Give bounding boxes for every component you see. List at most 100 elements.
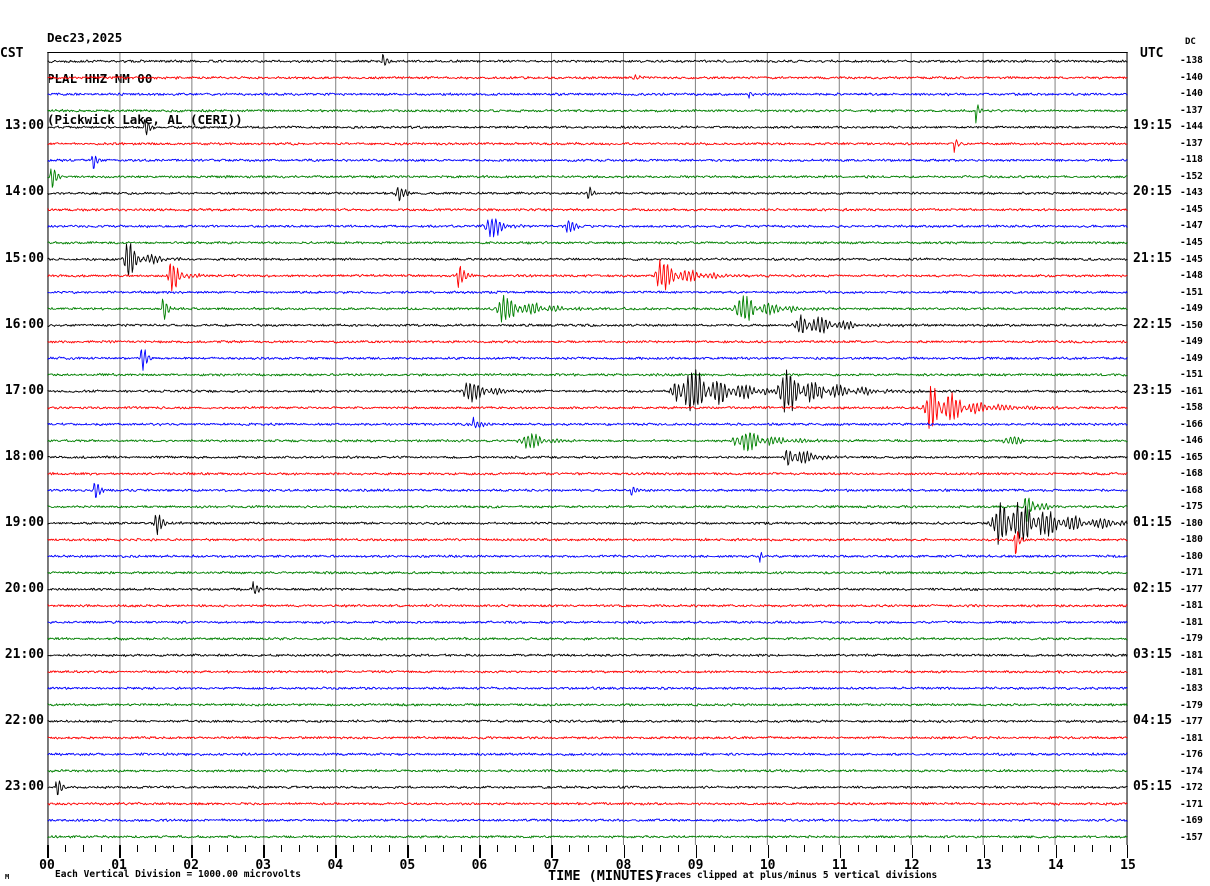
x-tick-major <box>911 845 914 858</box>
x-tick-major <box>1055 845 1058 858</box>
dc-offset-value: -149 <box>1180 352 1203 364</box>
dc-offset-value: -174 <box>1180 765 1203 777</box>
dc-offset-value: -140 <box>1180 88 1203 100</box>
dc-offset-value: -151 <box>1180 286 1203 298</box>
footnote-scale: Each Vertical Division = 1000.00 microvo… <box>55 869 301 880</box>
utc-time-label: 20:15 <box>1133 184 1173 200</box>
x-tick-minor <box>659 845 661 852</box>
cst-time-label: 21:00 <box>4 647 44 662</box>
x-tick-minor <box>1001 845 1003 852</box>
x-tick-major <box>479 845 481 858</box>
x-tick-minor <box>299 845 301 852</box>
x-tick-minor <box>641 845 643 852</box>
x-tick-major <box>47 845 49 858</box>
x-tick-label: 05 <box>399 858 416 873</box>
dc-offset-value: -158 <box>1180 402 1203 414</box>
header-date: Dec23,2025 <box>47 30 123 46</box>
x-tick-major <box>839 845 842 858</box>
dc-offset-value: -137 <box>1180 104 1203 116</box>
x-tick-label: 11 <box>831 858 848 873</box>
x-tick-minor <box>209 845 211 852</box>
x-tick-minor <box>83 845 85 852</box>
x-tick-minor <box>65 845 67 852</box>
dc-offset-value: -172 <box>1180 782 1203 794</box>
cst-time-label: 16:00 <box>4 316 44 332</box>
dc-offset-value: -143 <box>1180 187 1203 199</box>
cst-time-label: 20:00 <box>4 580 44 596</box>
x-tick-minor <box>965 845 967 852</box>
x-tick-minor <box>533 845 535 852</box>
footnote-clipping: Traces clipped at plus/minus 5 vertical … <box>657 870 938 881</box>
dc-offset-value: -180 <box>1180 517 1203 529</box>
header-station: PLAL HHZ NM 00 <box>47 70 153 86</box>
x-tick-minor <box>1091 845 1093 852</box>
x-tick-minor <box>929 845 931 852</box>
utc-time-label: 02:15 <box>1133 580 1173 596</box>
utc-axis-caption: UTC <box>1140 46 1164 61</box>
cst-time-label: 19:00 <box>4 514 44 530</box>
x-tick-label: 14 <box>1048 858 1064 873</box>
x-tick-major <box>623 845 626 858</box>
x-axis-ticks <box>47 845 1128 859</box>
dc-offset-value: -147 <box>1180 220 1203 232</box>
dc-offset-value: -152 <box>1180 170 1203 182</box>
seismic-traces <box>47 53 1128 839</box>
cst-time-label: 23:00 <box>4 779 44 795</box>
cst-time-label: 13:00 <box>4 118 44 134</box>
utc-time-label: 22:15 <box>1133 316 1173 332</box>
dc-offset-value: -157 <box>1180 831 1203 843</box>
x-tick-minor <box>857 845 859 852</box>
dc-offset-value: -161 <box>1180 385 1203 397</box>
dc-offset-value: -138 <box>1180 55 1203 67</box>
x-tick-minor <box>1073 845 1075 852</box>
x-tick-label: 13 <box>976 858 992 873</box>
dc-offset-value: -181 <box>1180 732 1203 744</box>
x-tick-minor <box>875 845 877 852</box>
x-tick-label: 07 <box>543 858 560 873</box>
dc-offset-value: -179 <box>1180 633 1203 645</box>
x-tick-label: 10 <box>759 858 776 873</box>
x-tick-label: 06 <box>471 858 488 873</box>
dc-offset-value: -149 <box>1180 303 1203 315</box>
utc-time-label: 19:15 <box>1133 118 1173 134</box>
x-axis-title: TIME (MINUTES) <box>548 868 662 884</box>
utc-time-label: 00:15 <box>1133 448 1173 464</box>
x-tick-major <box>335 845 337 858</box>
dc-offset-value: -181 <box>1180 666 1203 678</box>
corner-glyph: M <box>5 873 10 881</box>
x-tick-minor <box>1109 845 1111 852</box>
dc-offset-value: -171 <box>1180 567 1203 579</box>
dc-offset-value: -168 <box>1180 468 1203 480</box>
x-tick-minor <box>947 845 949 852</box>
x-tick-major <box>407 845 409 858</box>
x-tick-label: 09 <box>687 858 704 873</box>
x-tick-minor <box>1037 845 1039 852</box>
x-tick-major <box>695 845 698 858</box>
utc-time-label: 03:15 <box>1133 647 1173 662</box>
x-tick-minor <box>227 845 229 852</box>
dc-offset-value: -169 <box>1180 815 1203 827</box>
x-tick-label: 02 <box>183 858 199 873</box>
dc-offset-value: -168 <box>1180 484 1203 496</box>
dc-offset-value: -176 <box>1180 749 1203 761</box>
x-tick-minor <box>281 845 283 852</box>
x-tick-minor <box>497 845 499 852</box>
x-tick-minor <box>677 845 679 852</box>
x-tick-minor <box>821 845 823 852</box>
dc-offset-value: -137 <box>1180 137 1203 149</box>
x-tick-minor <box>803 845 805 852</box>
header-location: (Pickwick Lake, AL (CERI)) <box>47 111 243 127</box>
x-tick-minor <box>893 845 895 852</box>
x-tick-minor <box>425 845 427 852</box>
dc-offset-value: -165 <box>1180 451 1203 463</box>
helicorder-plot <box>47 52 1128 845</box>
x-tick-minor <box>785 845 787 852</box>
x-tick-minor <box>569 845 571 852</box>
x-tick-minor <box>353 845 355 852</box>
dc-offset-value: -171 <box>1180 798 1203 810</box>
x-tick-minor <box>173 845 175 852</box>
dc-offset-value: -148 <box>1180 270 1203 282</box>
x-tick-label: 12 <box>903 858 920 873</box>
dc-offset-value: -175 <box>1180 501 1203 513</box>
